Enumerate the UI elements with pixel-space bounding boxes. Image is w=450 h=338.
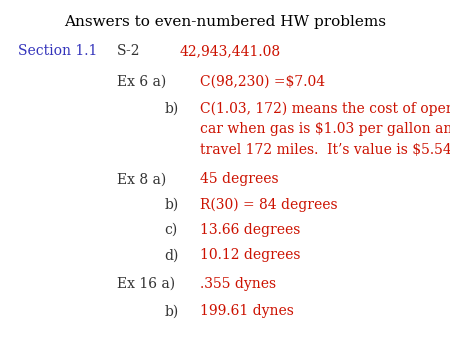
Text: b): b) <box>164 101 179 115</box>
Text: Answers to even-numbered HW problems: Answers to even-numbered HW problems <box>64 15 386 29</box>
Text: 10.12 degrees: 10.12 degrees <box>200 248 301 262</box>
Text: Ex 6 a): Ex 6 a) <box>117 74 166 88</box>
Text: d): d) <box>164 248 179 262</box>
Text: Section 1.1: Section 1.1 <box>18 44 97 58</box>
Text: S-2: S-2 <box>117 44 140 58</box>
Text: b): b) <box>164 198 179 212</box>
Text: C(1.03, 172) means the cost of operating a: C(1.03, 172) means the cost of operating… <box>200 101 450 116</box>
Text: 13.66 degrees: 13.66 degrees <box>200 223 301 237</box>
Text: car when gas is $1.03 per gallon and you: car when gas is $1.03 per gallon and you <box>200 122 450 136</box>
Text: .355 dynes: .355 dynes <box>200 277 276 291</box>
Text: b): b) <box>164 304 179 318</box>
Text: C(98,230) =$7.04: C(98,230) =$7.04 <box>200 74 325 88</box>
Text: 42,943,441.08: 42,943,441.08 <box>180 44 281 58</box>
Text: travel 172 miles.  It’s value is $5.54.: travel 172 miles. It’s value is $5.54. <box>200 143 450 157</box>
Text: Ex 8 a): Ex 8 a) <box>117 172 166 186</box>
Text: c): c) <box>164 223 177 237</box>
Text: R(30) = 84 degrees: R(30) = 84 degrees <box>200 198 338 212</box>
Text: 45 degrees: 45 degrees <box>200 172 279 186</box>
Text: 199.61 dynes: 199.61 dynes <box>200 304 294 318</box>
Text: Ex 16 a): Ex 16 a) <box>117 277 175 291</box>
